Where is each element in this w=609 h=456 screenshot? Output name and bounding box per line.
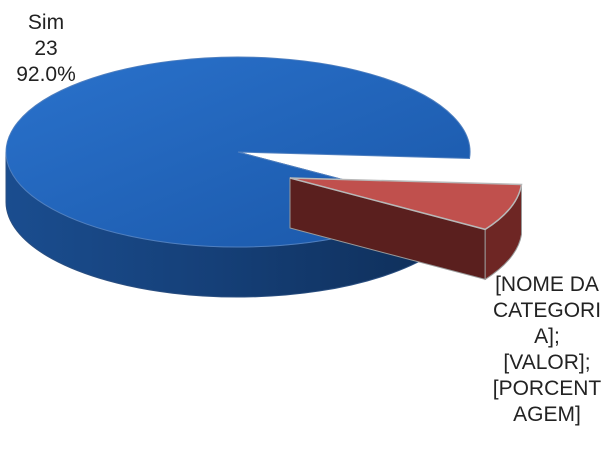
data-label-other-line: [PORCENT <box>492 377 602 400</box>
data-label-other-line: AGEM] <box>513 403 581 426</box>
data-label-other-line: CATEGORI <box>492 299 602 322</box>
data-label-sim-value: 23 <box>34 37 58 60</box>
pie-slice-other <box>289 177 523 231</box>
data-label-sim-name: Sim <box>27 11 65 34</box>
data-label-other-line: [NOME DA <box>495 273 599 296</box>
data-label-other-line: A]; <box>534 325 560 348</box>
data-label-other: [NOME DA CATEGORI A]; [VALOR]; [PORCENT … <box>486 272 608 428</box>
data-label-other-line: [VALOR]; <box>503 351 591 374</box>
data-label-sim: Sim 23 92.0% <box>6 10 86 88</box>
data-label-sim-percent: 92.0% <box>16 63 76 86</box>
